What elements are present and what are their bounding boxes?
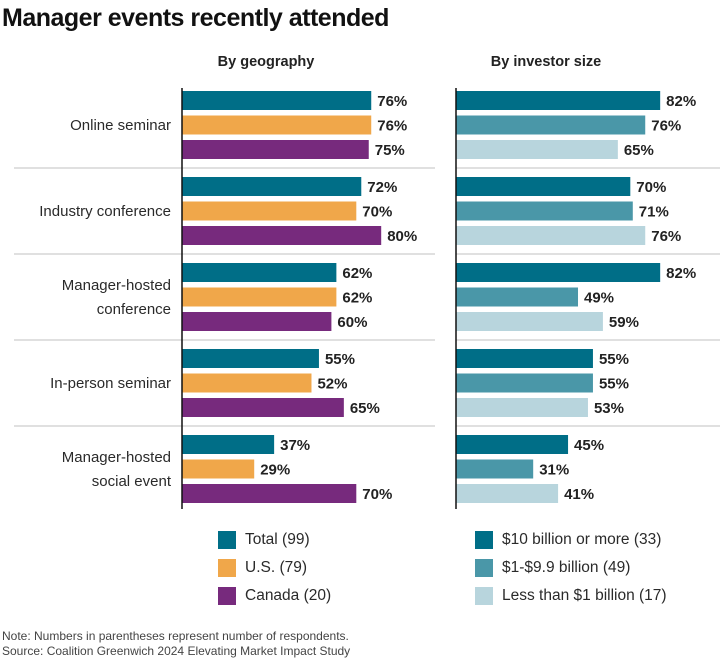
value-label: 55% <box>325 351 355 368</box>
legend-swatch <box>475 587 493 605</box>
bar-chart: 76% 72% 62% 55% 37% 76% 70% 62% 52% 29% 75% 80% 60% 6… <box>14 88 720 509</box>
value-label: 55% <box>599 351 629 368</box>
bar <box>182 201 357 221</box>
bar <box>182 312 332 331</box>
legend-label: U.S. (79) <box>245 559 308 576</box>
legend-item: Total (99) <box>218 526 331 554</box>
bar <box>182 435 275 454</box>
bar <box>182 177 362 196</box>
legend-label: $10 billion or more (33) <box>502 531 662 548</box>
value-label: 59% <box>609 314 639 331</box>
legend-label: Less than $1 billion (17) <box>502 587 667 604</box>
legend-item: U.S. (79) <box>218 554 331 582</box>
panel-title-investor-size: By investor size <box>490 54 602 70</box>
legend-swatch <box>218 531 236 549</box>
bar <box>456 287 579 307</box>
category-label: Manager-hosted <box>62 449 171 466</box>
bar <box>456 140 618 159</box>
bar <box>182 115 372 135</box>
chart-title: Manager events recently attended <box>2 4 389 32</box>
bar <box>456 435 569 454</box>
legend-swatch <box>218 559 236 577</box>
value-label: 71% <box>639 204 669 221</box>
bar <box>182 373 312 393</box>
value-label: 80% <box>387 228 417 245</box>
value-label: 41% <box>564 486 594 503</box>
bar <box>456 115 646 135</box>
legend-label: $1-$9.9 billion (49) <box>502 559 631 576</box>
value-label: 62% <box>342 265 372 282</box>
legend-investor-size: $10 billion or more (33) $1-$9.9 billion… <box>475 526 667 610</box>
category-label: Manager-hosted <box>62 277 171 294</box>
value-label: 65% <box>350 400 380 417</box>
value-label: 45% <box>574 437 604 454</box>
note: Note: Numbers in parentheses represent n… <box>2 629 349 643</box>
value-label: 70% <box>636 179 666 196</box>
value-label: 76% <box>651 228 681 245</box>
value-label: 76% <box>651 118 681 135</box>
bar <box>182 140 369 159</box>
value-label: 60% <box>337 314 367 331</box>
bar <box>456 226 646 245</box>
legend-item: Less than $1 billion (17) <box>475 582 667 610</box>
bar <box>456 373 593 393</box>
category-label: In-person seminar <box>50 375 171 392</box>
value-label: 76% <box>377 93 407 110</box>
value-label: 76% <box>377 118 407 135</box>
value-label: 70% <box>362 204 392 221</box>
legend-swatch <box>475 531 493 549</box>
value-label: 65% <box>624 142 654 159</box>
category-label: social event <box>92 473 172 490</box>
legend-geography: Total (99) U.S. (79) Canada (20) <box>218 526 331 610</box>
value-label: 72% <box>367 179 397 196</box>
source: Source: Coalition Greenwich 2024 Elevati… <box>2 644 351 658</box>
bar <box>182 226 382 245</box>
value-label: 52% <box>317 376 347 393</box>
value-label: 37% <box>280 437 310 454</box>
value-label: 55% <box>599 376 629 393</box>
category-label: conference <box>97 301 171 318</box>
legend-item: Canada (20) <box>218 582 331 610</box>
category-label: Online seminar <box>70 117 171 134</box>
bar <box>456 263 661 282</box>
bar <box>182 263 337 282</box>
bar <box>456 349 593 368</box>
legend-item: $10 billion or more (33) <box>475 526 667 554</box>
bar <box>182 287 337 307</box>
bar <box>456 398 588 417</box>
value-label: 31% <box>539 462 569 479</box>
panel-title-geography: By geography <box>217 54 315 70</box>
legend-swatch <box>218 587 236 605</box>
value-label: 53% <box>594 400 624 417</box>
bar <box>456 177 631 196</box>
value-label: 75% <box>375 142 405 159</box>
bar <box>456 201 633 221</box>
bar <box>182 349 319 368</box>
legend-swatch <box>475 559 493 577</box>
bar <box>456 312 603 331</box>
legend-item: $1-$9.9 billion (49) <box>475 554 667 582</box>
bar <box>182 459 255 479</box>
bar <box>456 484 559 503</box>
bar <box>456 459 534 479</box>
value-label: 29% <box>260 462 290 479</box>
bar <box>182 398 344 417</box>
legend-label: Total (99) <box>245 531 310 548</box>
value-label: 62% <box>342 290 372 307</box>
value-label: 82% <box>666 265 696 282</box>
bar <box>182 484 357 503</box>
bar <box>182 91 372 110</box>
value-label: 70% <box>362 486 392 503</box>
value-label: 82% <box>666 93 696 110</box>
bar <box>456 91 661 110</box>
value-label: 49% <box>584 290 614 307</box>
category-label: Industry conference <box>39 203 171 220</box>
legend-label: Canada (20) <box>245 587 332 604</box>
